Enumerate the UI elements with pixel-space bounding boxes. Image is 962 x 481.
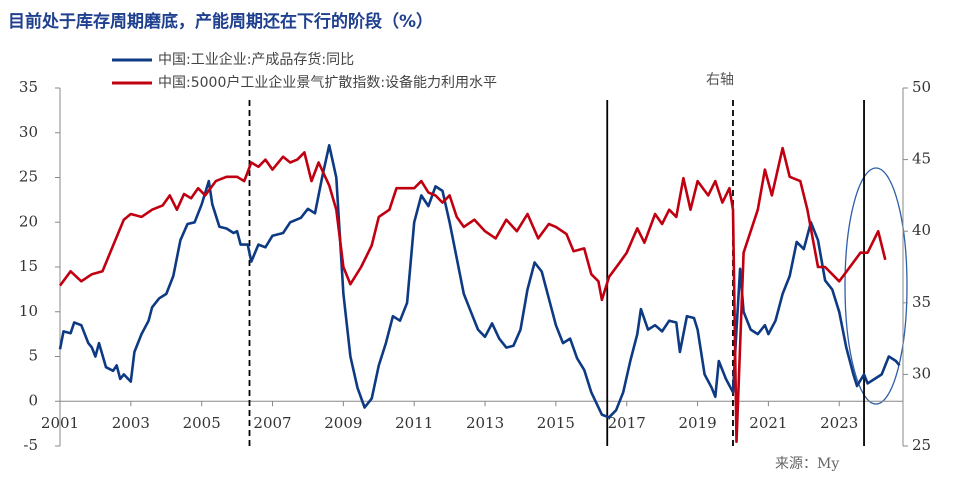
x-tick-label: 2005 [183,414,221,432]
x-tick-label: 2021 [749,414,787,432]
x-tick-label: 2023 [820,414,858,432]
legend-label: 中国:工业企业:产成品存货:同比 [158,51,354,68]
x-tick-label: 2015 [537,414,575,432]
annotation: 右轴 [706,72,734,88]
y-tick-label: -5 [23,436,38,454]
y-tick-label: 0 [28,391,38,409]
series-line [58,146,887,443]
y2-tick-label: 50 [912,78,931,96]
legend-label: 中国:5000户工业企业景气扩散指数:设备能力利用水平 [158,74,497,91]
chart-title: 目前处于库存周期磨底，产能周期还在下行的阶段（%） [8,11,433,32]
y2-tick-label: 45 [912,150,931,168]
y2-tick-label: 25 [912,436,931,454]
x-tick-label: 2017 [608,414,646,432]
x-tick-label: 2019 [678,414,716,432]
x-tick-label: 2007 [253,414,291,432]
highlight-ellipse [844,167,908,405]
x-tick-label: 2009 [324,414,362,432]
y-tick-label: 20 [19,212,38,230]
y2-tick-label: 30 [912,364,931,382]
y2-tick-label: 35 [912,293,931,311]
y-tick-label: 25 [19,168,38,186]
y-tick-label: 15 [19,257,38,275]
x-tick-label: 2003 [112,414,150,432]
y-tick-label: 5 [28,347,38,365]
series-line [58,144,901,419]
x-tick-label: 2001 [41,414,79,432]
y-tick-label: 10 [19,302,38,320]
y-tick-label: 35 [19,78,38,96]
x-tick-label: 2011 [395,414,433,432]
y2-tick-label: 40 [912,221,931,239]
y-tick-label: 30 [19,123,38,141]
x-tick-label: 2013 [466,414,504,432]
source: 来源：My [775,456,839,472]
